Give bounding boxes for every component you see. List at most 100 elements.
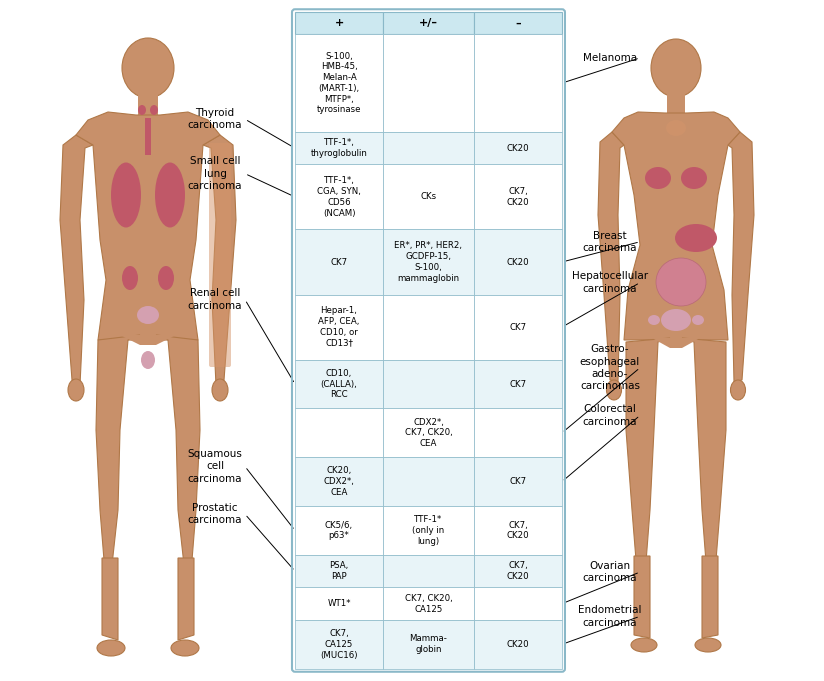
Ellipse shape <box>661 309 691 331</box>
Text: ER*, PR*, HER2,
GCDFP-15,
S-100,
mammaglobin: ER*, PR*, HER2, GCDFP-15, S-100, mammagl… <box>395 241 462 283</box>
Bar <box>383 588 474 620</box>
Text: Breast
carcinoma: Breast carcinoma <box>583 231 637 253</box>
Ellipse shape <box>645 167 671 189</box>
Text: Endometrial
carcinoma: Endometrial carcinoma <box>578 605 642 627</box>
Polygon shape <box>138 90 158 115</box>
Text: CK7,
CK20: CK7, CK20 <box>507 561 529 581</box>
Bar <box>295 295 383 360</box>
Bar <box>383 506 474 555</box>
Bar <box>383 620 474 669</box>
Text: –: – <box>515 18 521 28</box>
Ellipse shape <box>138 105 146 115</box>
Bar <box>474 588 562 620</box>
Ellipse shape <box>731 380 746 400</box>
Polygon shape <box>682 338 726 562</box>
Text: Thyroid
carcinoma: Thyroid carcinoma <box>188 108 242 130</box>
Bar <box>474 506 562 555</box>
Bar <box>383 555 474 588</box>
Ellipse shape <box>681 167 707 189</box>
Text: +/–: +/– <box>419 18 438 28</box>
Bar <box>295 506 383 555</box>
Polygon shape <box>178 558 194 640</box>
Bar <box>295 12 383 34</box>
Text: TTF-1*
(only in
lung): TTF-1* (only in lung) <box>412 516 445 545</box>
Ellipse shape <box>656 258 706 306</box>
Ellipse shape <box>606 380 621 400</box>
Text: CK20: CK20 <box>507 257 529 266</box>
Text: Melanoma: Melanoma <box>583 53 637 63</box>
Bar <box>295 409 383 457</box>
Text: CK7,
CA125
(MUC16): CK7, CA125 (MUC16) <box>321 629 358 660</box>
Ellipse shape <box>631 638 657 652</box>
Polygon shape <box>145 118 151 155</box>
Polygon shape <box>634 556 650 638</box>
Polygon shape <box>156 335 200 565</box>
Text: CK5/6,
p63*: CK5/6, p63* <box>325 520 353 540</box>
Polygon shape <box>96 335 140 565</box>
Bar <box>295 555 383 588</box>
Ellipse shape <box>97 640 125 656</box>
Text: CK7: CK7 <box>330 257 348 266</box>
Text: Gastro-
esophageal
adeno-
carcinomas: Gastro- esophageal adeno- carcinomas <box>580 344 640 392</box>
Polygon shape <box>652 338 700 348</box>
Bar <box>383 132 474 164</box>
Polygon shape <box>598 132 624 382</box>
Polygon shape <box>60 135 93 385</box>
Bar <box>383 229 474 295</box>
Ellipse shape <box>111 163 141 227</box>
Polygon shape <box>626 338 670 562</box>
Text: CK20: CK20 <box>507 144 529 153</box>
Bar <box>474 409 562 457</box>
Ellipse shape <box>692 315 704 325</box>
Bar <box>474 229 562 295</box>
Bar <box>474 132 562 164</box>
Bar <box>383 360 474 409</box>
Ellipse shape <box>212 379 228 401</box>
Ellipse shape <box>675 224 717 252</box>
Text: CD10,
(CALLA),
RCC: CD10, (CALLA), RCC <box>321 369 358 399</box>
Bar <box>474 164 562 229</box>
Text: S-100,
HMB-45,
Melan-A
(MART-1),
MTFP*,
tyrosinase: S-100, HMB-45, Melan-A (MART-1), MTFP*, … <box>316 52 361 114</box>
Bar <box>295 457 383 506</box>
Bar <box>383 34 474 132</box>
Text: CK7,
CK20: CK7, CK20 <box>507 187 529 207</box>
Text: PSA,
PAP: PSA, PAP <box>330 561 349 581</box>
Text: CK20,
CDX2*,
CEA: CK20, CDX2*, CEA <box>324 466 354 497</box>
Bar <box>383 457 474 506</box>
Polygon shape <box>120 335 176 345</box>
Ellipse shape <box>122 266 138 290</box>
Ellipse shape <box>68 379 84 401</box>
Text: CK20: CK20 <box>507 640 529 649</box>
Bar <box>474 457 562 506</box>
Polygon shape <box>728 132 754 382</box>
Text: Prostatic
carcinoma: Prostatic carcinoma <box>188 503 242 525</box>
Bar <box>474 12 562 34</box>
Ellipse shape <box>150 105 158 115</box>
Bar <box>474 295 562 360</box>
Ellipse shape <box>171 640 199 656</box>
Polygon shape <box>102 558 118 640</box>
Polygon shape <box>203 135 236 385</box>
Text: WT1*: WT1* <box>327 599 351 608</box>
Text: Small cell
lung
carcinoma: Small cell lung carcinoma <box>188 156 242 191</box>
Bar <box>295 588 383 620</box>
Text: Hepatocellular
carcinoma: Hepatocellular carcinoma <box>572 272 648 294</box>
FancyBboxPatch shape <box>209 143 231 367</box>
Ellipse shape <box>648 315 660 325</box>
Text: Mamma-
globin: Mamma- globin <box>410 635 447 654</box>
Bar <box>474 360 562 409</box>
Ellipse shape <box>651 39 701 97</box>
Bar <box>383 409 474 457</box>
Text: CKs: CKs <box>420 193 437 202</box>
Bar <box>474 34 562 132</box>
Text: +: + <box>335 18 344 28</box>
Bar <box>383 295 474 360</box>
Text: CK7,
CK20: CK7, CK20 <box>507 520 529 540</box>
Ellipse shape <box>155 163 185 227</box>
Bar <box>474 620 562 669</box>
Bar <box>383 164 474 229</box>
Text: Hepar-1,
AFP, CEA,
CD10, or
CD13†: Hepar-1, AFP, CEA, CD10, or CD13† <box>318 306 360 348</box>
Ellipse shape <box>122 38 174 98</box>
Bar <box>295 132 383 164</box>
Ellipse shape <box>158 266 174 290</box>
